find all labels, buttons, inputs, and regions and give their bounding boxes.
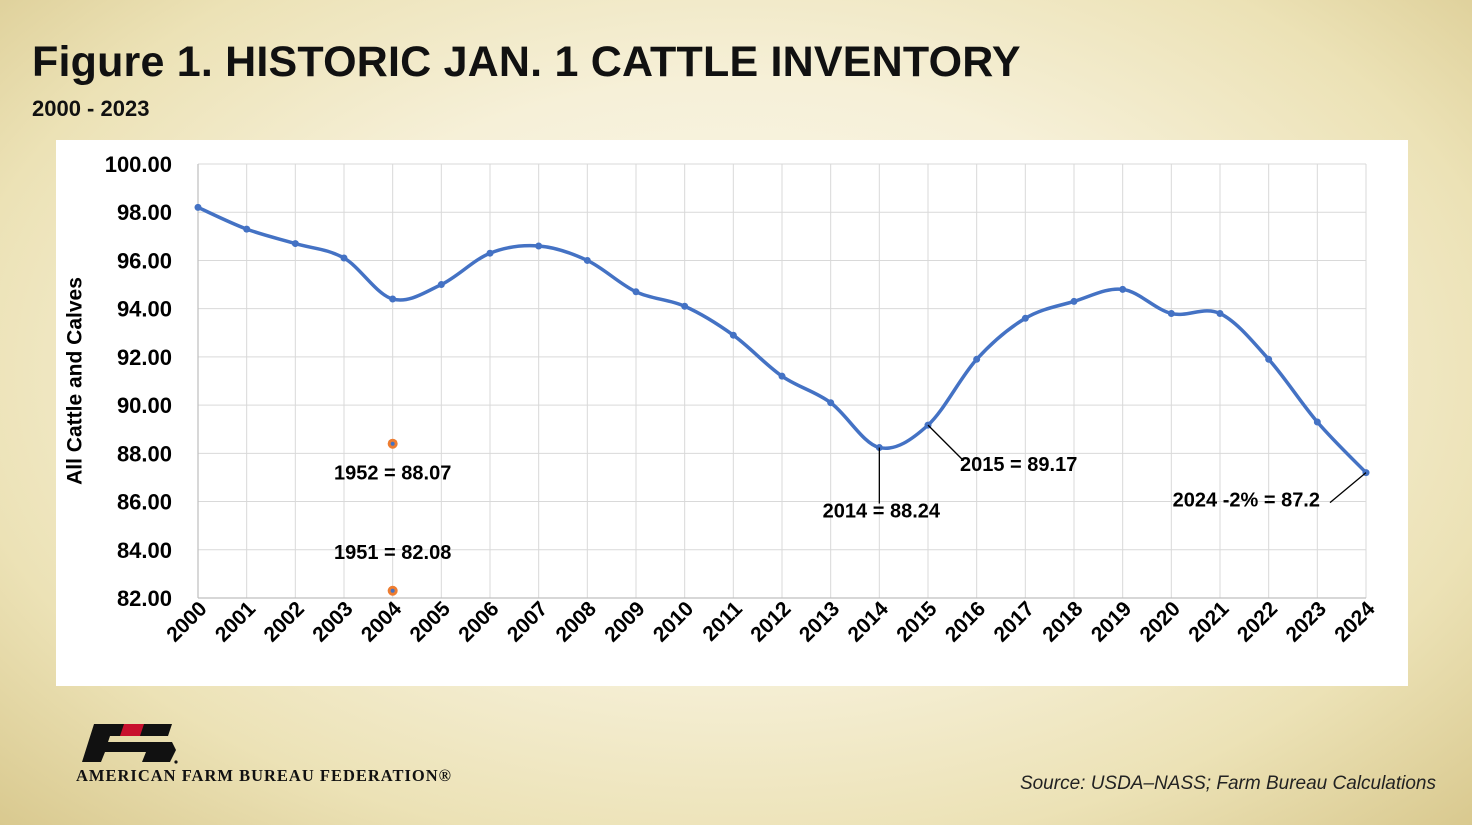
x-tick-label: 2023 [1282, 597, 1331, 646]
x-tick-label: 2014 [844, 597, 894, 647]
source-note: Source: USDA–NASS; Farm Bureau Calculati… [1019, 773, 1436, 794]
data-point [973, 355, 981, 363]
data-point [632, 288, 640, 296]
data-point [389, 295, 397, 303]
x-tick-label: 2018 [1038, 597, 1088, 647]
data-point [729, 331, 737, 339]
x-tick-labels: 2000 2001 2002 2003 2004 2005 2006 2007 2008 2009… [162, 597, 1380, 647]
reference-label: 1952 = 88.07 [334, 463, 451, 485]
axes [197, 164, 1366, 599]
data-point [243, 225, 251, 233]
y-tick-label: 84.00 [117, 538, 172, 563]
callout-leader [1329, 472, 1367, 504]
x-tick-label: 2012 [746, 597, 795, 646]
y-tick-label: 86.00 [117, 490, 172, 515]
data-point [681, 302, 689, 310]
x-tick-label: 2009 [600, 597, 649, 646]
data-point [340, 254, 348, 262]
reference-label: 1951 = 82.08 [334, 542, 451, 564]
data-point [1021, 314, 1029, 322]
y-tick-labels: 82.00 84.00 86.00 88.00 90.00 92.00 94.00 96.00… [105, 152, 172, 611]
callout-leader [927, 424, 963, 460]
data-point [1070, 297, 1078, 305]
farm-bureau-logo-icon [82, 724, 178, 764]
data-point [1265, 355, 1273, 363]
data-point [535, 242, 543, 250]
data-point [827, 399, 835, 407]
x-tick-label: 2017 [990, 597, 1039, 646]
x-tick-label: 2001 [211, 597, 261, 647]
data-point [778, 372, 786, 380]
x-tick-label: 2016 [941, 597, 990, 646]
data-point [291, 240, 299, 248]
data-point [486, 249, 494, 257]
x-tick-label: 2007 [503, 597, 552, 646]
x-tick-label: 2015 [892, 597, 942, 647]
callout-label: 2015 = 89.17 [960, 454, 1077, 476]
annotations: 2014 = 88.24 2015 = 89.17 2024 -2% = 87.2 [823, 424, 1367, 523]
y-tick-label: 94.00 [117, 297, 172, 322]
x-tick-label: 2021 [1184, 597, 1234, 647]
x-tick-label: 2006 [454, 597, 503, 646]
y-axis-label: All Cattle and Calves [64, 277, 87, 485]
y-tick-label: 88.00 [117, 441, 172, 466]
org-name: AMERICAN FARM BUREAU FEDERATION® [76, 766, 453, 785]
chart-subtitle: 2000 - 2023 [32, 96, 150, 121]
x-tick-label: 2024 [1330, 597, 1380, 647]
y-tick-label: 100.00 [105, 152, 172, 177]
y-tick-label: 92.00 [117, 345, 172, 370]
x-tick-label: 2010 [649, 597, 698, 646]
data-point [1216, 309, 1224, 317]
x-tick-label: 2003 [308, 597, 357, 646]
afbf-logo: AMERICAN FARM BUREAU FEDERATION® [76, 722, 546, 792]
callout-label: 2024 -2% = 87.2 [1173, 490, 1320, 512]
chart-panel: 82.00 84.00 86.00 88.00 90.00 92.00 94.00 96.00… [56, 140, 1408, 686]
x-tick-label: 2004 [357, 597, 407, 647]
chart-plot: 82.00 84.00 86.00 88.00 90.00 92.00 94.00 96.00… [64, 152, 1380, 647]
y-tick-label: 90.00 [117, 393, 172, 418]
x-tick-label: 2011 [698, 597, 747, 646]
x-tick-label: 2008 [552, 597, 602, 647]
x-tick-label: 2005 [406, 597, 456, 647]
x-tick-label: 2002 [260, 597, 309, 646]
data-point [1167, 309, 1175, 317]
data-point [1119, 285, 1127, 293]
x-tick-label: 2022 [1233, 597, 1282, 646]
reference-points: 1952 = 88.07 1951 = 82.08 [334, 438, 451, 596]
x-tick-label: 2019 [1087, 597, 1136, 646]
data-point [583, 256, 591, 264]
chart-title: Figure 1. HISTORIC JAN. 1 CATTLE INVENTO… [32, 38, 1021, 86]
reference-point-center [390, 588, 395, 593]
y-tick-label: 82.00 [117, 586, 172, 611]
series-layer [194, 203, 1370, 477]
y-tick-label: 96.00 [117, 248, 172, 273]
data-point [194, 203, 202, 211]
gridlines [197, 163, 1367, 599]
reference-point-center [390, 441, 395, 446]
x-tick-label: 2020 [1136, 597, 1185, 646]
data-point [1313, 418, 1321, 426]
data-point [437, 281, 445, 289]
callout-label: 2014 = 88.24 [823, 501, 941, 523]
y-tick-label: 98.00 [117, 200, 172, 225]
x-tick-label: 2013 [795, 597, 844, 646]
